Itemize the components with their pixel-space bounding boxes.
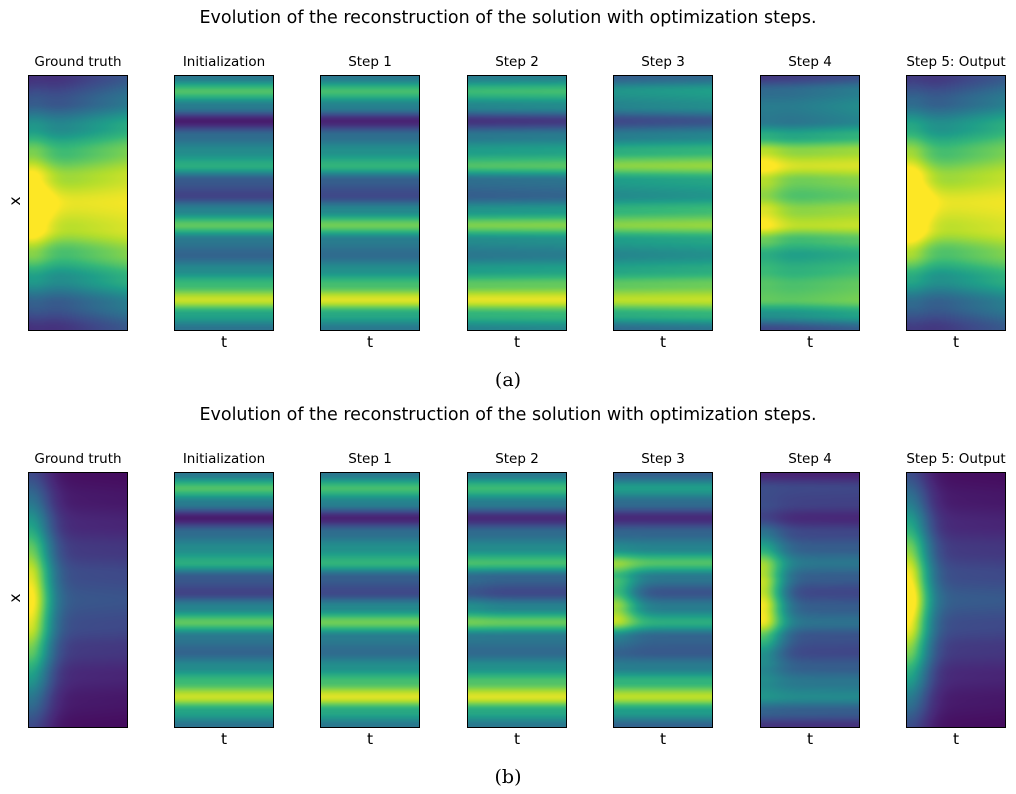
x-axis-label: t (936, 730, 976, 748)
heatmap (320, 472, 420, 728)
panel-title: Step 2 (447, 54, 587, 70)
heatmap (174, 472, 274, 728)
panel-title: Step 4 (740, 54, 880, 70)
panel-title: Ground truth (8, 451, 148, 467)
panel-title: Initialization (154, 451, 294, 467)
x-axis-label: t (643, 333, 683, 351)
heatmap (174, 75, 274, 331)
panel-title: Initialization (154, 54, 294, 70)
figure-a-caption: (a) (0, 369, 1016, 391)
x-axis-label: t (497, 333, 537, 351)
panel-title: Step 5: Output (886, 54, 1016, 70)
x-axis-label: t (936, 333, 976, 351)
panel-title: Step 3 (593, 54, 733, 70)
heatmap (320, 75, 420, 331)
x-axis-label: t (790, 333, 830, 351)
figure-b: Evolution of the reconstruction of the s… (0, 397, 1016, 794)
y-axis-label: x (6, 588, 24, 608)
panel-title: Step 1 (300, 54, 440, 70)
panel-title: Step 3 (593, 451, 733, 467)
panel-title: Ground truth (8, 54, 148, 70)
figure-b-title: Evolution of the reconstruction of the s… (0, 405, 1016, 425)
figure-a: Evolution of the reconstruction of the s… (0, 0, 1016, 397)
heatmap (906, 75, 1006, 331)
x-axis-label: t (204, 730, 244, 748)
y-axis-label: x (6, 191, 24, 211)
panel-title: Step 4 (740, 451, 880, 467)
heatmap (613, 472, 713, 728)
heatmap (613, 75, 713, 331)
heatmap (906, 472, 1006, 728)
panel-title: Step 2 (447, 451, 587, 467)
heatmap (28, 472, 128, 728)
figure-b-caption: (b) (0, 766, 1016, 788)
heatmap (760, 472, 860, 728)
heatmap (467, 472, 567, 728)
x-axis-label: t (350, 730, 390, 748)
x-axis-label: t (497, 730, 537, 748)
heatmap (760, 75, 860, 331)
heatmap (467, 75, 567, 331)
panel-title: Step 1 (300, 451, 440, 467)
figure-a-title: Evolution of the reconstruction of the s… (0, 8, 1016, 28)
panel-title: Step 5: Output (886, 451, 1016, 467)
x-axis-label: t (790, 730, 830, 748)
x-axis-label: t (204, 333, 244, 351)
x-axis-label: t (350, 333, 390, 351)
heatmap (28, 75, 128, 331)
x-axis-label: t (643, 730, 683, 748)
